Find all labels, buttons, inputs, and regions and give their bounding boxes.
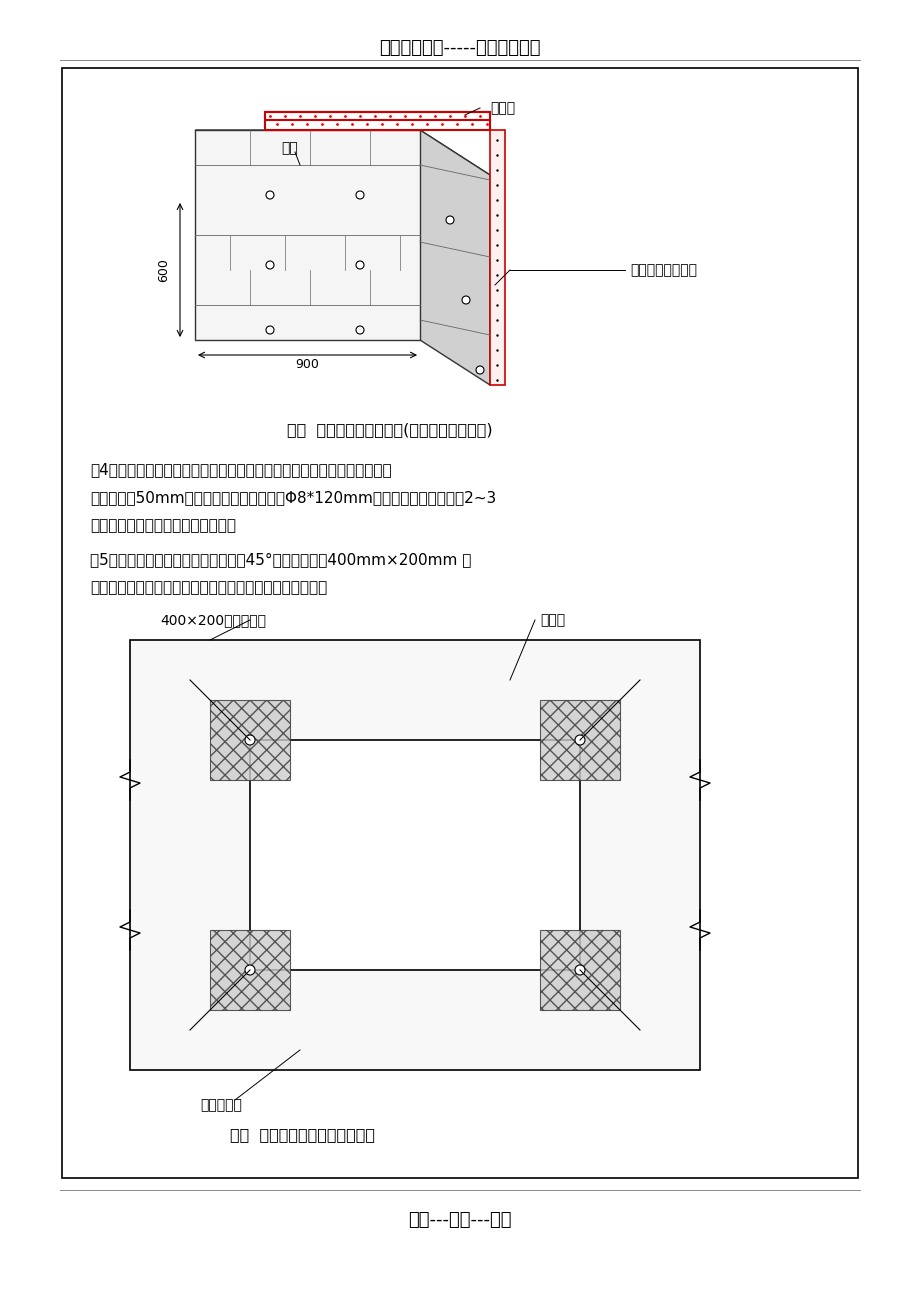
Bar [539,930,619,1010]
Text: 聚苯板: 聚苯板 [539,613,564,628]
Text: 图六  门窗洞口网格布加强示意图: 图六 门窗洞口网格布加强示意图 [230,1128,375,1142]
Circle shape [475,366,483,374]
Circle shape [266,260,274,270]
Circle shape [446,216,453,224]
Circle shape [244,736,255,745]
Bar [250,740,579,970]
Circle shape [574,736,584,745]
Text: 门、窗洞口: 门、窗洞口 [199,1098,242,1112]
Polygon shape [420,130,490,385]
Bar [210,700,289,780]
Text: 个，但每一单块聚苯板不少于一个。: 个，但每一单块聚苯板不少于一个。 [90,518,236,534]
Text: 基面不小于50mm，钉入工程塑料膨胀螺栓Φ8*120mm。数量为每平方米宜设2~3: 基面不小于50mm，钉入工程塑料膨胀螺栓Φ8*120mm。数量为每平方米宜设2~… [90,491,495,505]
Text: 专心---专注---专业: 专心---专注---专业 [408,1211,511,1229]
Bar [210,930,289,1010]
Circle shape [356,326,364,335]
Text: （5）贴网格布，门、窗洞口四角，沿45°方向各加一层400mm×200mm 网: （5）贴网格布，门、窗洞口四角，沿45°方向各加一层400mm×200mm 网 [90,552,471,568]
Bar [130,641,699,1070]
Text: 格布进行加强，加强布位于大面网格布下面。如图六所示。: 格布进行加强，加强布位于大面网格布下面。如图六所示。 [90,581,327,595]
Circle shape [356,191,364,199]
Circle shape [461,296,470,303]
Circle shape [266,191,274,199]
Text: 聚苯板: 聚苯板 [490,102,515,115]
Circle shape [266,326,274,335]
Text: 墙体: 墙体 [281,141,298,155]
Circle shape [244,965,255,975]
Bar [62,68,857,1178]
Text: 图三  阳角聚苯交错示意图(阴角构造与此雷同): 图三 阳角聚苯交错示意图(阴角构造与此雷同) [287,423,493,437]
Circle shape [356,260,364,270]
Polygon shape [195,130,420,340]
Polygon shape [195,130,490,174]
Text: 900: 900 [295,358,319,371]
Bar [539,700,619,780]
Text: 400×200加强网格布: 400×200加强网格布 [160,613,266,628]
Polygon shape [490,130,505,385]
Text: 600: 600 [157,258,170,283]
Text: （4）安装工程塑料膨胀螺栓，在贴好的聚苯板用冲击钻钻孔，孔洞深入墙: （4）安装工程塑料膨胀螺栓，在贴好的聚苯板用冲击钻钻孔，孔洞深入墙 [90,462,391,478]
Text: 工程塑料膨胀螺栓: 工程塑料膨胀螺栓 [630,263,697,277]
Text: 精选优质文档-----倾情为你奉上: 精选优质文档-----倾情为你奉上 [379,39,540,57]
Circle shape [574,965,584,975]
